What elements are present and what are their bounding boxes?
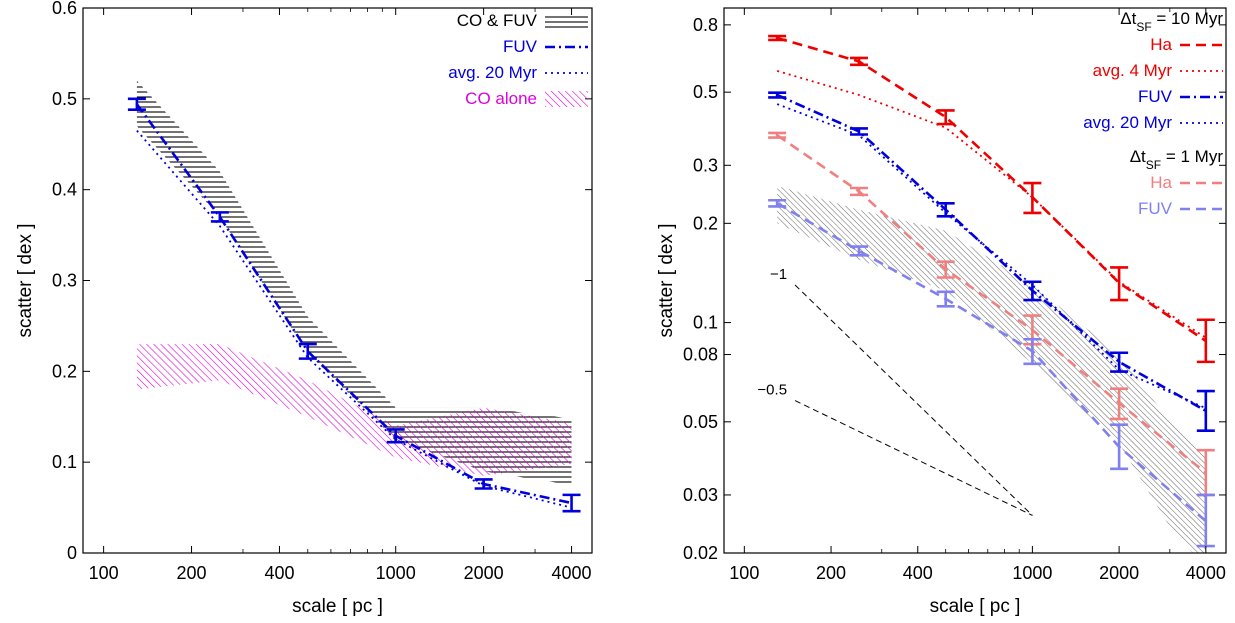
y-axis-label: scatter [ dex ] — [15, 223, 36, 337]
slope-guide-1 — [794, 400, 1033, 516]
x-tick-label: 200 — [177, 563, 207, 583]
legend-label: FUV — [503, 37, 538, 56]
error-bar — [936, 202, 955, 218]
series-line-3 — [776, 103, 1207, 410]
y-tick-label: 0.1 — [52, 452, 77, 472]
series-line-1 — [776, 70, 1207, 339]
error-bar — [386, 428, 405, 444]
error-bar — [1110, 423, 1129, 471]
band-co-alone — [136, 344, 572, 476]
x-tick-label: 1000 — [376, 563, 416, 583]
error-bar — [1110, 387, 1129, 421]
error-bar — [936, 260, 955, 279]
series-line-0 — [776, 36, 1207, 342]
legend-label: Ha — [1150, 35, 1172, 54]
x-tick-label: 1000 — [1012, 563, 1052, 583]
y-tick-label: 0.3 — [52, 271, 77, 291]
legend: CO & FUV FUV avg. 20 Myr CO alone — [448, 11, 588, 108]
plot-area — [768, 34, 1215, 553]
legend-swatch — [545, 13, 588, 29]
y-tick-label: 0.02 — [683, 543, 718, 563]
error-bar — [768, 131, 787, 139]
legend-swatch — [545, 91, 588, 107]
left-panel: 100 200 400 1000 2000 4000 0 0.1 0.2 0.3 0.4 0.5 0.6… — [15, 0, 593, 617]
error-bar — [127, 97, 146, 112]
error-bar — [1023, 337, 1042, 366]
series-line-4 — [776, 134, 1207, 474]
error-bar — [474, 478, 493, 490]
error-bar — [849, 127, 868, 136]
series-line-0 — [135, 103, 572, 505]
legend-header: ΔtSF = 10 Myr — [1120, 9, 1223, 34]
error-bar — [562, 493, 581, 513]
y-axis-label: scatter [ dex ] — [656, 223, 677, 337]
y-tick-label: 0.6 — [52, 0, 77, 18]
error-bar — [768, 198, 787, 208]
x-tick-label: 400 — [264, 563, 294, 583]
error-bar — [849, 186, 868, 197]
plot-area — [127, 80, 581, 513]
y-tick-label: 0.08 — [683, 345, 718, 365]
error-bar — [768, 91, 787, 99]
error-bar — [210, 211, 229, 223]
error-bar — [1196, 389, 1215, 432]
legend-label: FUV — [1138, 199, 1173, 218]
y-tick-label: 0.3 — [693, 155, 718, 175]
error-bar — [849, 245, 868, 257]
x-tick-label: 100 — [729, 563, 759, 583]
y-tick-label: 0.5 — [52, 89, 77, 109]
right-panel: −1 −0.5 100 200 400 1000 2000 4000 0.02 0.03 0.05 0… — [656, 7, 1227, 617]
y-tick-label: 0.03 — [683, 485, 718, 505]
y-tick-label: 0.1 — [693, 313, 718, 333]
y-tick-label: 0.05 — [683, 412, 718, 432]
error-bar — [1023, 280, 1042, 302]
error-bar — [849, 56, 868, 67]
y-tick-label: 0.2 — [693, 213, 718, 233]
x-tick-label: 2000 — [464, 563, 504, 583]
x-axis-label: scale [ pc ] — [292, 596, 383, 617]
y-tick-label: 0.5 — [693, 82, 718, 102]
x-tick-label: 2000 — [1099, 563, 1139, 583]
axes-frame — [723, 7, 1227, 554]
legend-label: FUV — [1138, 87, 1173, 106]
legend-label: CO alone — [465, 89, 537, 108]
legend-label: avg. 20 Myr — [448, 63, 537, 82]
band-range — [777, 185, 1206, 553]
legend-label: Ha — [1150, 173, 1172, 192]
slope-label-1: −0.5 — [757, 382, 787, 399]
y-tick-label: 0.4 — [52, 180, 77, 200]
series-line-2 — [776, 93, 1207, 412]
error-bar — [1196, 318, 1215, 364]
slope-label-0: −1 — [770, 266, 787, 283]
legend-label: CO & FUV — [457, 11, 538, 30]
x-axis-label: scale [ pc ] — [930, 596, 1021, 617]
x-tick-label: 4000 — [1186, 563, 1226, 583]
error-bar — [936, 109, 955, 126]
legend-label: avg. 20 Myr — [1083, 113, 1172, 132]
error-bar — [768, 34, 787, 42]
slope-guide-0 — [794, 284, 1033, 516]
x-tick-label: 200 — [816, 563, 846, 583]
legend-header: ΔtSF = 1 Myr — [1130, 147, 1224, 172]
x-tick-label: 4000 — [552, 563, 592, 583]
y-tick-label: 0.2 — [52, 361, 77, 381]
legend-label: avg. 4 Myr — [1093, 61, 1173, 80]
y-tick-label: 0 — [67, 543, 77, 563]
error-bar — [1110, 266, 1129, 302]
error-bar — [936, 290, 955, 308]
series-line-5 — [776, 202, 1207, 523]
y-tick-label: 0.8 — [693, 15, 718, 35]
x-tick-label: 100 — [89, 563, 119, 583]
x-tick-label: 400 — [903, 563, 933, 583]
